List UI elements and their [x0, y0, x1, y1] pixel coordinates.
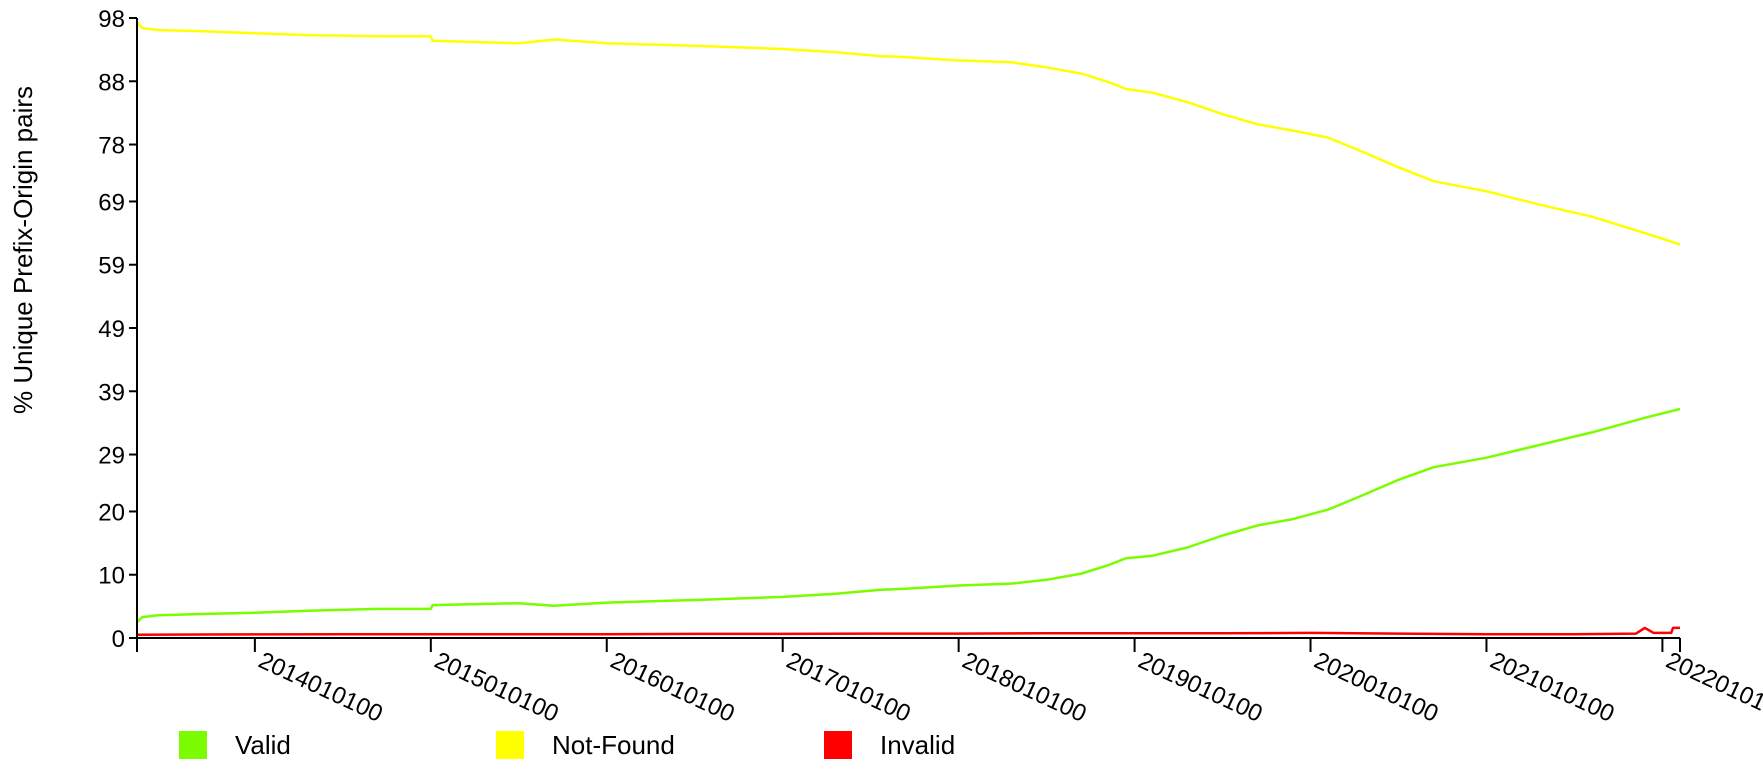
legend: Valid Not-Found Invalid — [0, 730, 1763, 770]
y-tick-label: 10 — [98, 563, 125, 590]
y-tick-label: 20 — [98, 499, 125, 526]
y-axis-label: % Unique Prefix-Origin pairs — [8, 86, 38, 414]
legend-swatch-not-found — [496, 731, 524, 759]
series-line-not-found — [136, 21, 1681, 246]
y-tick-label: 0 — [112, 626, 125, 653]
series-line-invalid — [136, 626, 1680, 637]
legend-label-not-found: Not-Found — [552, 729, 675, 760]
legend-swatch-valid — [179, 731, 207, 759]
y-tick-label: 98 — [98, 6, 125, 33]
y-tick-label: 78 — [98, 133, 125, 160]
x-tick-label: 2021010100 — [1486, 647, 1618, 728]
line-chart: % Unique Prefix-Origin pairs 0 10 20 29 39 49… — [8, 6, 1763, 728]
legend-item-valid: Valid — [179, 730, 291, 760]
x-tick-label: 2018010100 — [958, 647, 1090, 728]
y-tick-label: 59 — [98, 253, 125, 280]
x-tick-label: 2015010100 — [430, 647, 562, 728]
y-tick-label: 29 — [98, 443, 125, 470]
legend-item-not-found: Not-Found — [496, 730, 675, 760]
y-tick-label: 88 — [98, 69, 125, 96]
x-tick-label: 2020010100 — [1310, 647, 1442, 728]
y-tick-label: 49 — [98, 316, 125, 343]
y-tick-label: 69 — [98, 189, 125, 216]
x-tick-label: 2017010100 — [782, 647, 914, 728]
axes-layer: 0 10 20 29 39 49 59 69 78 88 98 2014010100 201501010… — [98, 6, 1763, 728]
x-tick-label: 2016010100 — [606, 647, 738, 728]
legend-label-invalid: Invalid — [880, 729, 956, 760]
x-tick-label: 2022010100 — [1662, 647, 1763, 728]
series-line-valid — [136, 407, 1681, 624]
legend-label-valid: Valid — [235, 729, 291, 760]
y-tick-label: 39 — [98, 379, 125, 406]
legend-swatch-invalid — [824, 731, 852, 759]
x-tick-label: 2019010100 — [1134, 647, 1266, 728]
legend-item-invalid: Invalid — [824, 730, 955, 760]
x-tick-label: 2014010100 — [254, 647, 386, 728]
series-layer — [136, 21, 1681, 637]
